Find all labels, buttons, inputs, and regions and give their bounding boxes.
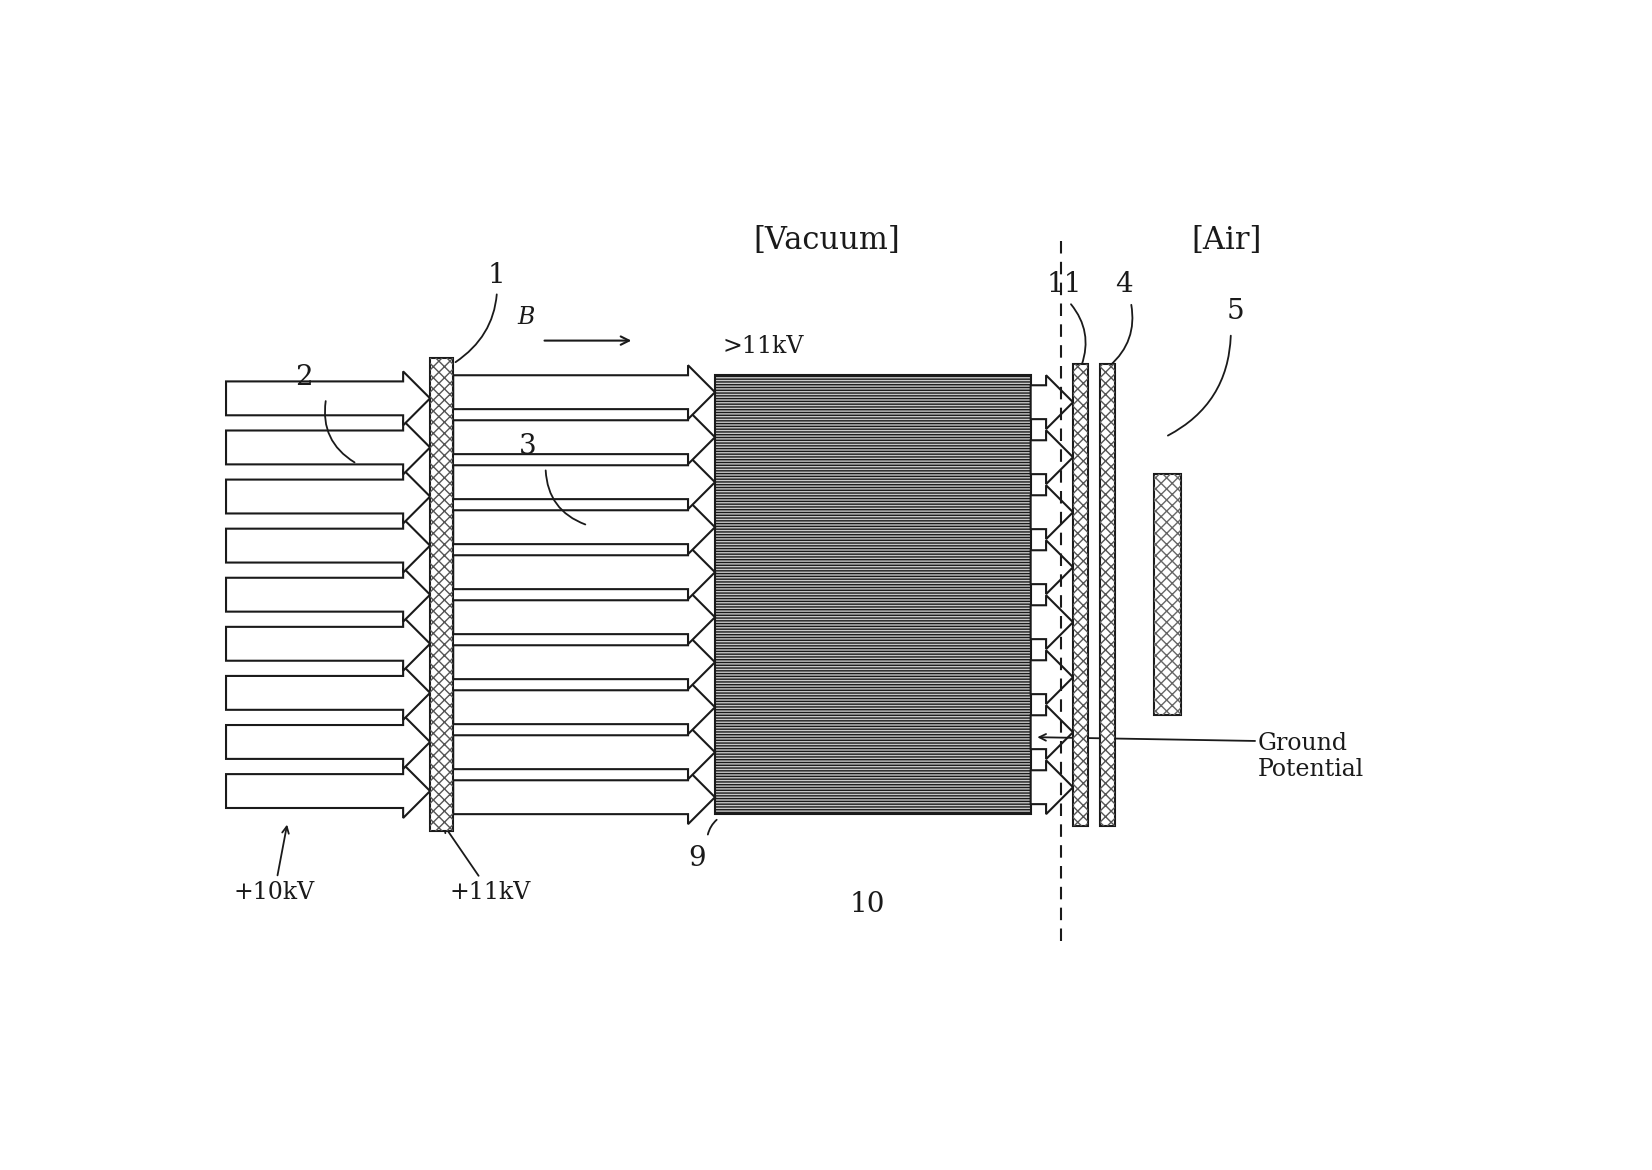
Text: >11kV: >11kV bbox=[722, 336, 805, 358]
Polygon shape bbox=[226, 371, 430, 426]
Polygon shape bbox=[1031, 431, 1074, 484]
Polygon shape bbox=[1031, 651, 1074, 704]
Polygon shape bbox=[1031, 706, 1074, 759]
Bar bbox=[1100, 364, 1115, 826]
Polygon shape bbox=[1031, 541, 1074, 594]
Text: +10kV: +10kV bbox=[233, 826, 316, 904]
Polygon shape bbox=[226, 469, 430, 523]
Polygon shape bbox=[1031, 486, 1074, 539]
Polygon shape bbox=[453, 411, 715, 464]
Polygon shape bbox=[453, 365, 715, 419]
Polygon shape bbox=[226, 715, 430, 769]
Polygon shape bbox=[226, 567, 430, 621]
Text: +11kV: +11kV bbox=[444, 826, 530, 904]
Text: 3: 3 bbox=[519, 433, 537, 460]
Polygon shape bbox=[453, 725, 715, 779]
Text: 2: 2 bbox=[296, 364, 312, 391]
Polygon shape bbox=[226, 764, 430, 818]
Polygon shape bbox=[226, 518, 430, 572]
Polygon shape bbox=[1031, 376, 1074, 429]
Bar bbox=[1074, 364, 1089, 826]
Bar bbox=[715, 376, 1031, 814]
Polygon shape bbox=[226, 666, 430, 720]
Polygon shape bbox=[453, 501, 715, 555]
Polygon shape bbox=[226, 420, 430, 474]
Bar bbox=[1153, 474, 1181, 715]
Text: 5: 5 bbox=[1227, 298, 1244, 325]
Text: 4: 4 bbox=[1115, 271, 1133, 298]
Text: Ground
Potential: Ground Potential bbox=[1257, 731, 1365, 782]
Polygon shape bbox=[1031, 596, 1074, 649]
Bar bbox=[430, 358, 453, 832]
Text: 9: 9 bbox=[687, 845, 705, 872]
Text: 11: 11 bbox=[1046, 271, 1082, 298]
Text: [Vacuum]: [Vacuum] bbox=[753, 225, 900, 256]
Polygon shape bbox=[226, 617, 430, 670]
Text: 1: 1 bbox=[456, 262, 506, 363]
Bar bbox=[1153, 474, 1181, 715]
Polygon shape bbox=[453, 635, 715, 689]
Text: 10: 10 bbox=[849, 892, 885, 918]
Bar bbox=[430, 358, 453, 832]
Text: B: B bbox=[517, 307, 535, 329]
Polygon shape bbox=[453, 590, 715, 645]
Polygon shape bbox=[453, 455, 715, 509]
Text: [Air]: [Air] bbox=[1191, 225, 1262, 256]
Bar bbox=[1100, 364, 1115, 826]
Polygon shape bbox=[453, 545, 715, 599]
Polygon shape bbox=[453, 680, 715, 734]
Polygon shape bbox=[1031, 760, 1074, 814]
Bar bbox=[1074, 364, 1089, 826]
Polygon shape bbox=[453, 770, 715, 824]
